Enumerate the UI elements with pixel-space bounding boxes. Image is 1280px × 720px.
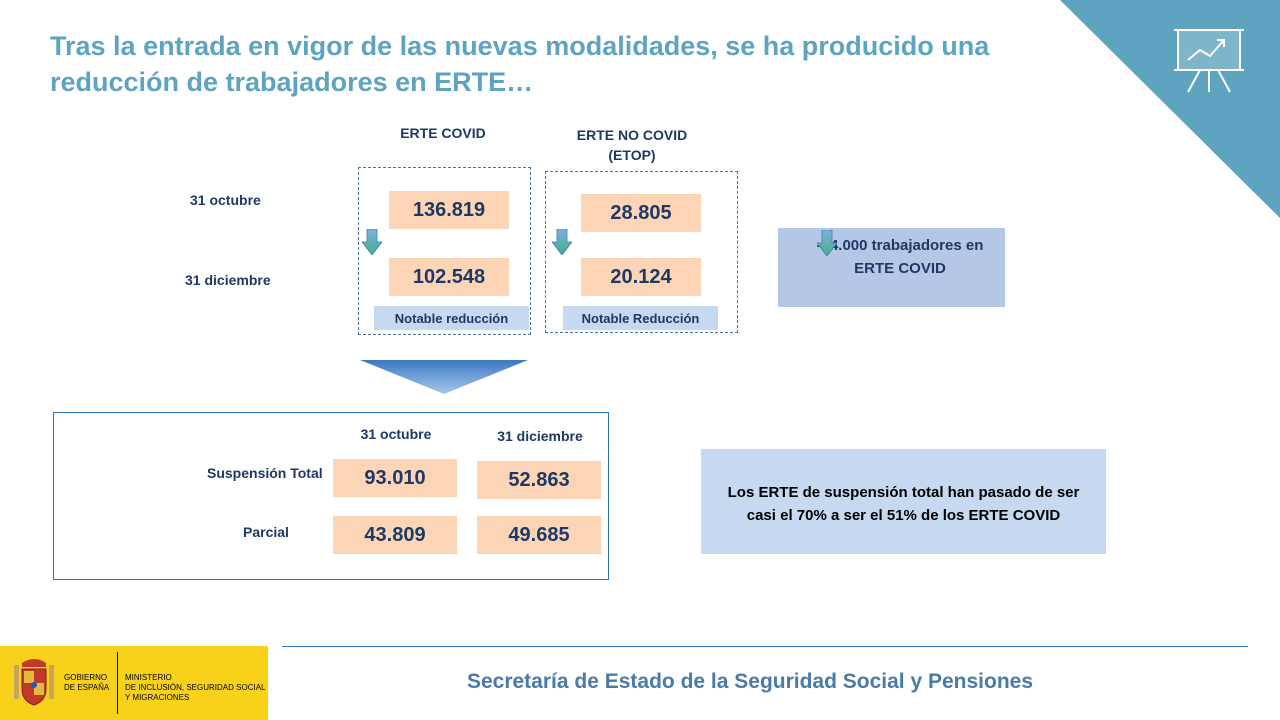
value-cell: 52.863: [477, 461, 601, 499]
value-cell: 20.124: [581, 258, 701, 296]
ministry-line: DE INCLUSIÓN, SEGURIDAD SOCIAL: [125, 683, 266, 692]
down-arrow-icon: [817, 230, 837, 256]
summary-text: -34.000 trabajadores en ERTE COVID: [816, 237, 984, 277]
page-title: Tras la entrada en vigor de las nuevas m…: [50, 31, 990, 97]
value-cell: 28.805: [581, 194, 701, 232]
column-header-december: 31 diciembre: [497, 428, 583, 444]
row-label-december: 31 diciembre: [185, 272, 271, 288]
ministry-line: MINISTERIO: [125, 673, 172, 682]
column-header-october: 31 octubre: [360, 426, 432, 442]
coat-of-arms-icon: [14, 659, 54, 706]
gov-line: DE ESPAÑA: [64, 683, 110, 692]
corner-decoration: [1060, 0, 1280, 218]
erte-covid-box: [358, 167, 531, 335]
value-cell: 93.010: [333, 459, 457, 497]
value-cell: 136.819: [389, 191, 509, 229]
value-cell: 49.685: [477, 516, 601, 554]
presentation-chart-icon: [1174, 29, 1244, 93]
column-header-line: ERTE NO COVID: [576, 127, 688, 143]
gov-line: GOBIERNO: [64, 673, 108, 682]
row-label-parcial: Parcial: [243, 524, 289, 540]
government-name: GOBIERNO DE ESPAÑA: [64, 673, 109, 693]
row-label-october: 31 octubre: [190, 192, 261, 208]
summary-box: -34.000 trabajadores en ERTE COVID: [778, 228, 1005, 307]
column-header-erte-no-covid: ERTE NO COVID (ETOP): [552, 125, 712, 165]
footer-divider: [282, 646, 1248, 647]
erte-no-covid-box: [545, 171, 738, 333]
footer-title: Secretaría de Estado de la Seguridad Soc…: [466, 670, 1034, 693]
down-arrow-icon: [552, 229, 572, 255]
column-header-line: (ETOP): [608, 147, 656, 163]
value-cell: 102.548: [389, 258, 509, 296]
conclusion-box: Los ERTE de suspensión total han pasado …: [701, 449, 1106, 554]
government-logo: GOBIERNO DE ESPAÑA MINISTERIO DE INCLUSI…: [0, 646, 268, 720]
breakdown-box: [53, 412, 609, 580]
logo-separator: [117, 652, 118, 714]
ministry-line: Y MIGRACIONES: [125, 693, 190, 702]
ministry-name: MINISTERIO DE INCLUSIÓN, SEGURIDAD SOCIA…: [125, 673, 265, 703]
note-label: Notable Reducción: [563, 306, 718, 330]
note-label: Notable reducción: [374, 306, 529, 330]
row-label-suspension-total: Suspensión Total: [207, 465, 323, 481]
value-cell: 43.809: [333, 516, 457, 554]
down-arrow-icon: [362, 229, 382, 255]
chevron-down-icon: [360, 360, 528, 394]
column-header-erte-covid: ERTE COVID: [400, 125, 486, 141]
